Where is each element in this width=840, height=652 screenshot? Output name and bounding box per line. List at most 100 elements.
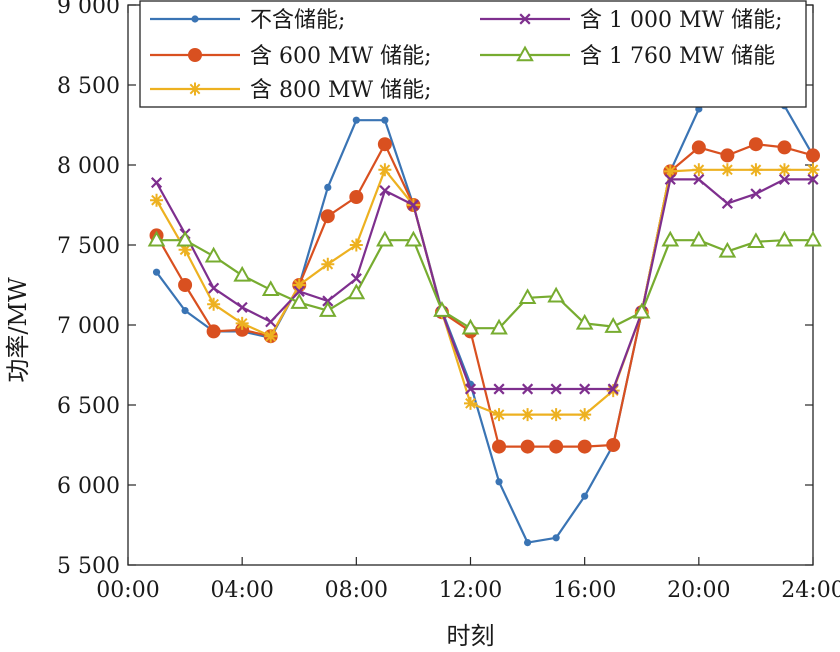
legend-label: 含 1 760 MW 储能 <box>580 44 775 69</box>
y-tick-label: 7 500 <box>57 234 120 259</box>
legend-label: 不含储能; <box>250 8 345 33</box>
series-4-point <box>293 285 305 297</box>
series-3-point <box>207 297 221 311</box>
series-2-point <box>520 439 535 454</box>
series-4-point <box>579 383 591 395</box>
series-4-point <box>464 383 477 395</box>
series-2 <box>149 137 820 454</box>
series-5-point <box>718 241 737 258</box>
y-tick-label: 9 000 <box>57 0 120 19</box>
series-3 <box>150 163 820 422</box>
series-4-point <box>265 316 277 328</box>
series-3-line <box>155 168 813 416</box>
series-4-point <box>550 383 562 395</box>
series-3-point <box>150 193 164 207</box>
series-5-point <box>632 302 651 319</box>
series-5-point <box>775 230 794 247</box>
series-1 <box>152 44 817 547</box>
series-4-point <box>522 383 534 395</box>
series-2-point <box>549 439 564 454</box>
series-3-point <box>321 257 335 271</box>
legend-label: 含 800 MW 储能; <box>250 78 432 103</box>
series-4 <box>150 173 819 395</box>
series-1-point <box>523 539 532 547</box>
y-axis-title: 功率/MW <box>4 277 32 383</box>
series-3-point <box>521 408 535 422</box>
axes: 5 500 6 000 6 500 7 000 7 500 8 000 8 500 9 000… <box>57 0 840 603</box>
series-2-point <box>806 148 820 163</box>
series-4-point <box>750 188 762 200</box>
x-tick-label: 00:00 <box>96 578 159 603</box>
series-2-line <box>155 143 814 448</box>
series-4-point <box>208 282 220 294</box>
series-1-point <box>352 116 360 124</box>
series-2-point <box>577 439 592 454</box>
series-2-point <box>377 137 392 152</box>
series-5 <box>147 230 822 335</box>
series-4-point <box>778 173 791 185</box>
series-4-point <box>607 383 619 395</box>
series-3-point <box>492 408 506 422</box>
series-2-point <box>691 140 706 155</box>
series-5-point <box>804 230 822 247</box>
y-tick-label: 5 500 <box>57 554 120 579</box>
legend-swatch-marker <box>188 82 202 96</box>
series-2-point <box>492 439 507 454</box>
series-3-point <box>806 163 820 177</box>
series-5-point <box>547 286 565 303</box>
series-2-point <box>206 324 221 339</box>
legend-item-5: 含 1 760 MW 储能 <box>480 44 775 69</box>
y-tick-label: 7 000 <box>57 314 120 339</box>
series-4-point <box>150 177 163 189</box>
series-5-point <box>433 301 451 317</box>
series-4-point <box>322 295 334 307</box>
series-1-point <box>552 534 560 542</box>
series-1-point <box>324 183 332 191</box>
series-5-point <box>204 246 223 263</box>
legend-swatch-marker <box>516 45 534 62</box>
series-3-point <box>720 163 734 177</box>
series-5-point <box>661 230 680 247</box>
legend-label: 含 1 000 MW 储能; <box>580 8 783 33</box>
series-5-point <box>290 293 309 309</box>
legend-item-2: 含 600 MW 储能; <box>150 44 432 69</box>
x-tick-label: 04:00 <box>210 578 273 603</box>
series-1-point <box>381 116 389 124</box>
x-tick-label: 20:00 <box>667 578 730 603</box>
series-5-point <box>690 230 708 247</box>
series-2-point <box>606 438 621 452</box>
series-5-point <box>318 301 337 317</box>
series-2-point <box>748 137 763 152</box>
series-2-point <box>320 209 335 224</box>
series-1-point <box>495 478 503 486</box>
legend-swatch-marker <box>519 13 531 25</box>
series-5-point <box>518 288 537 305</box>
legend-swatch-marker <box>191 15 199 23</box>
series-4-point <box>407 199 419 211</box>
series-2-point <box>178 278 193 292</box>
series-4-point <box>807 173 819 185</box>
series-5-point <box>176 230 194 247</box>
series-3-point <box>464 396 477 410</box>
series-3-point <box>692 163 706 177</box>
x-tick-label: 12:00 <box>439 578 502 603</box>
series-4-point <box>721 197 733 209</box>
series-4-point <box>693 173 705 185</box>
legend: 不含储能; 含 600 MW 储能; 含 800 MW 储能; 含 1 000 MW … <box>139 0 807 108</box>
legend-item-3: 含 800 MW 储能; <box>150 78 432 103</box>
x-axis-title: 时刻 <box>447 622 495 650</box>
series-2-point <box>777 140 792 155</box>
series-4-point <box>350 273 362 285</box>
series-3-point <box>578 408 592 422</box>
series-3-point <box>663 164 677 178</box>
series-3-point <box>264 329 278 343</box>
series-5-point <box>376 230 394 247</box>
series-1-point <box>581 492 589 500</box>
legend-item-1: 不含储能; <box>150 8 345 33</box>
series-3-point <box>777 163 791 177</box>
y-tick-label: 8 000 <box>57 154 120 179</box>
series-3-point <box>606 384 620 398</box>
series-4-point <box>664 173 676 185</box>
series-4-point <box>236 301 248 313</box>
series-4-point <box>493 383 505 395</box>
